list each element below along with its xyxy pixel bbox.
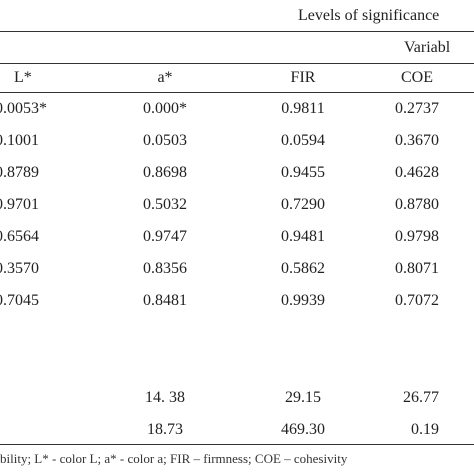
cell-coe: 0.8780: [395, 196, 439, 213]
cell-l: 0.3570: [0, 260, 39, 277]
summary-cell-fir: 469.30: [281, 421, 325, 438]
column-header-fir: FIR: [290, 69, 316, 86]
header-rule-top: [0, 31, 474, 32]
table-footnote: bility; L* - color L; a* - color a; FIR …: [0, 451, 348, 466]
cell-l: 0.7045: [0, 292, 39, 309]
column-header-a: a*: [157, 69, 173, 86]
cell-coe: 0.3670: [395, 132, 439, 149]
column-header-l: L*: [14, 69, 32, 86]
cell-a: 0.8356: [143, 260, 187, 277]
cell-fir: 0.7290: [281, 196, 325, 213]
cell-coe: 0.2737: [395, 100, 439, 117]
cell-fir: 0.0594: [281, 132, 325, 149]
header-rule-middle: [0, 63, 474, 64]
cell-coe: 0.7072: [395, 292, 439, 309]
cell-coe: 0.9798: [395, 228, 439, 245]
cell-a: 0.5032: [143, 196, 187, 213]
cell-l: 0.1001: [0, 132, 39, 149]
cell-fir: 0.9939: [281, 292, 325, 309]
cell-fir: 0.9811: [281, 100, 325, 117]
header-rule-bottom: [0, 92, 474, 93]
cell-a: 0.0503: [143, 132, 187, 149]
cell-coe: 0.4628: [395, 164, 439, 181]
cell-a: 0.8698: [143, 164, 187, 181]
cell-l: 0.8789: [0, 164, 39, 181]
summary-cell-a: 18.73: [147, 421, 183, 438]
summary-cell-coe: 0.19: [411, 421, 439, 438]
cell-coe: 0.8071: [395, 260, 439, 277]
table-rule-bottom: [0, 444, 474, 445]
super-header: Levels of significance: [298, 7, 440, 24]
cell-l: 0.0053*: [0, 100, 47, 117]
summary-cell-a: 14. 38: [145, 389, 185, 406]
cell-fir: 0.9481: [281, 228, 325, 245]
cell-fir: 0.5862: [281, 260, 325, 277]
cell-l: 0.9701: [0, 196, 39, 213]
cell-fir: 0.9455: [281, 164, 325, 181]
cell-a: 0.8481: [143, 292, 187, 309]
sub-header: Variabl: [404, 39, 451, 56]
summary-cell-coe: 26.77: [403, 389, 439, 406]
cell-a: 0.000*: [143, 100, 187, 117]
summary-cell-fir: 29.15: [285, 389, 321, 406]
cell-l: 0.6564: [0, 228, 39, 245]
column-header-coe: COE: [401, 69, 433, 86]
cell-a: 0.9747: [143, 228, 187, 245]
